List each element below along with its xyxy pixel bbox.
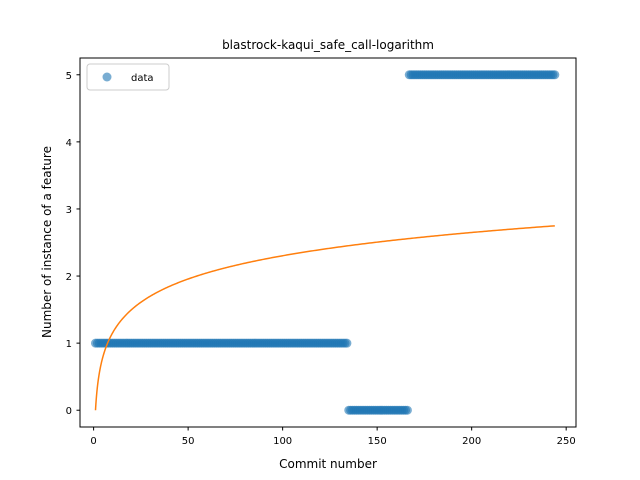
legend: data <box>86 63 170 91</box>
legend-label-data: data <box>131 73 154 84</box>
x-tick-label: 50 <box>182 436 195 447</box>
fit-line <box>94 225 555 411</box>
data-point <box>402 405 412 415</box>
data-point <box>342 338 352 348</box>
x-tick-label: 250 <box>557 436 576 447</box>
x-tick-label: 100 <box>273 436 292 447</box>
y-tick-label: 4 <box>66 138 72 149</box>
data-points <box>91 70 560 415</box>
y-tick-label: 0 <box>66 406 72 417</box>
y-axis-title: Number of instance of a feature <box>40 146 54 338</box>
legend-box <box>86 63 170 91</box>
x-tick-label: 150 <box>368 436 387 447</box>
x-axis-title: Commit number <box>279 457 377 471</box>
y-tick-label: 5 <box>66 71 72 82</box>
x-tick-label: 0 <box>90 436 96 447</box>
legend-marker-data <box>102 72 112 82</box>
plot-area: 0 50 100 150 200 250 0 1 2 3 4 5 <box>66 57 577 447</box>
y-tick-label: 2 <box>66 272 72 283</box>
plot-frame <box>79 57 577 428</box>
chart-title: blastrock-kaqui_safe_call-logarithm <box>222 38 434 52</box>
x-tick-label: 200 <box>462 436 481 447</box>
data-point <box>550 70 560 80</box>
y-tick-label: 3 <box>66 205 72 216</box>
y-tick-label: 1 <box>66 339 72 350</box>
